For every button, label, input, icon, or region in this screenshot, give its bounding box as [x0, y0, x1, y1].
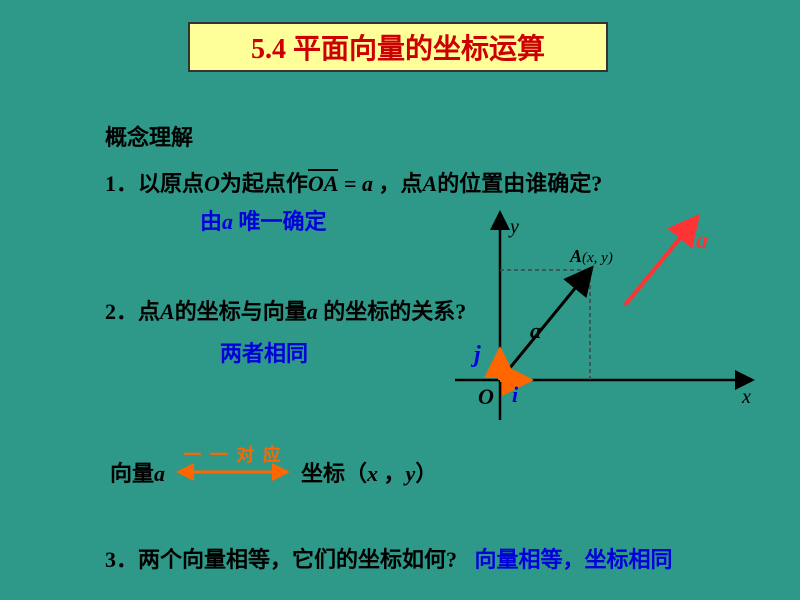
corr-right-x: x [367, 461, 378, 486]
answer-1: 由a 唯一确定 [200, 204, 327, 236]
section-label: 概念理解 [105, 120, 193, 152]
q2-suffix: 的坐标的关系? [318, 299, 467, 324]
title-box: 5.4 平面向量的坐标运算 [188, 22, 608, 72]
q1-A: A [423, 171, 438, 196]
y-axis-label: y [510, 216, 519, 239]
double-arrow-wrap: 一 一 对 应 [173, 457, 293, 487]
j-label: j [474, 342, 481, 369]
q3-text: 3．两个向量相等，它们的坐标如何? [105, 547, 457, 572]
question-3: 3．两个向量相等，它们的坐标如何? 向量相等，坐标相同 [105, 542, 673, 574]
diagram-svg [450, 210, 770, 430]
coordinate-diagram: y x O i j a a A(x, y) [450, 210, 770, 430]
q1-prefix: 1．以原点 [105, 171, 204, 196]
q2-prefix: 2．点 [105, 299, 160, 324]
q1-O: O [204, 171, 220, 196]
vec-a-label: a [530, 318, 541, 344]
a1-suffix: 唯一确定 [233, 209, 327, 234]
a1-a: a [222, 209, 233, 234]
q1-mid1: 为起点作 [220, 171, 308, 196]
q1-vec-OA: OA [308, 171, 339, 197]
q1-eq: = [338, 171, 362, 196]
correspondence-row: 向量a 一 一 对 应 坐标（x ，y） [110, 456, 437, 488]
red-a-label: a [696, 228, 708, 255]
corr-left-prefix: 向量 [110, 461, 154, 486]
corr-right: 坐标（x ，y） [301, 456, 437, 488]
xy-coords: (x, y) [582, 250, 613, 266]
q2-A: A [160, 299, 175, 324]
corr-right-prefix: 坐标（ [301, 461, 367, 486]
q2-mid1: 的坐标与向量 [175, 299, 307, 324]
a1-prefix: 由 [200, 209, 222, 234]
corr-left-a: a [154, 461, 165, 486]
corr-left: 向量a [110, 456, 165, 488]
answer-3: 向量相等，坐标相同 [475, 547, 673, 572]
page-title: 5.4 平面向量的坐标运算 [251, 27, 545, 67]
answer-2: 两者相同 [220, 336, 308, 368]
q1-mid2: ，点 [373, 171, 423, 196]
A-letter: A [570, 246, 582, 266]
corr-right-comma: ， [378, 461, 406, 486]
origin-label: O [478, 384, 494, 410]
q1-a: a [362, 171, 373, 196]
point-A-label: A(x, y) [570, 246, 613, 267]
i-label: i [512, 382, 518, 408]
q2-a: a [307, 299, 318, 324]
corr-right-y: y [406, 461, 416, 486]
question-2: 2．点A的坐标与向量a 的坐标的关系? [105, 294, 466, 326]
x-axis-label: x [742, 386, 751, 409]
corr-right-suffix: ） [415, 461, 437, 486]
corr-label: 一 一 对 应 [173, 441, 293, 467]
q1-suffix: 的位置由谁确定? [437, 171, 602, 196]
question-1: 1．以原点O为起点作OA = a ，点A的位置由谁确定? [105, 166, 602, 198]
